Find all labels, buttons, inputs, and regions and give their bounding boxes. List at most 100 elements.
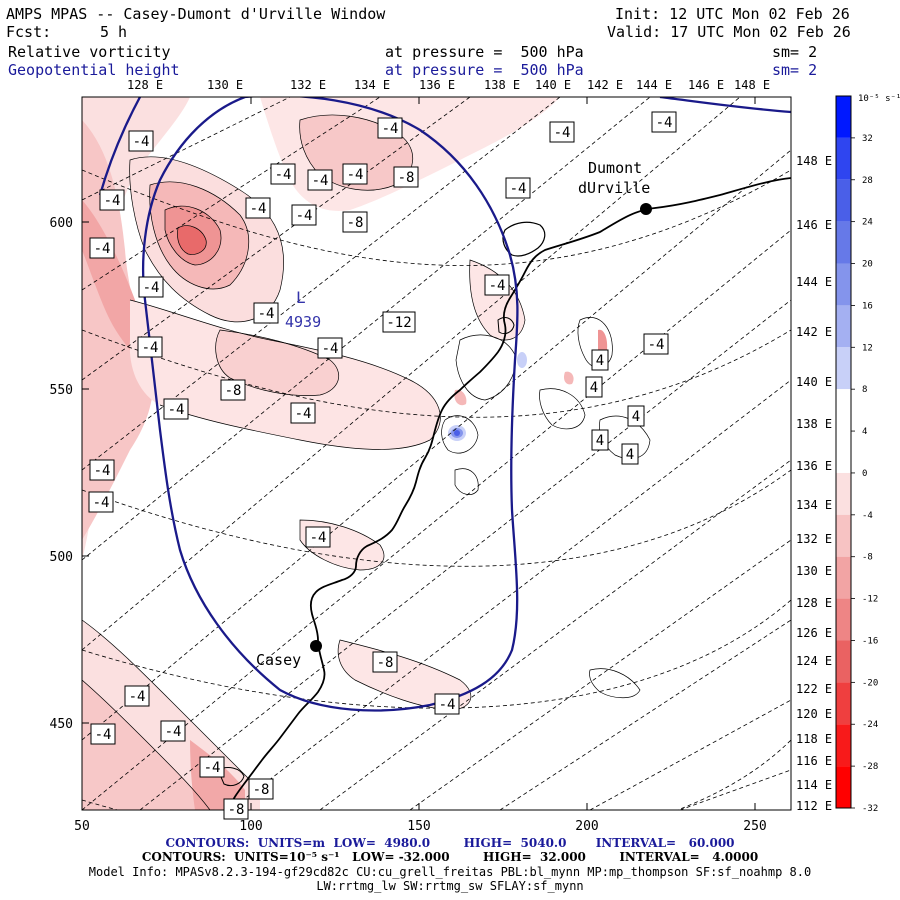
footer-model-info-2: LW:rrtmg_lw SW:rrtmg_sw SFLAY:sf_mynn	[316, 879, 584, 893]
right-lon-label: 112 E	[796, 799, 833, 813]
colorbar-label: 4	[862, 427, 867, 437]
x-tick-label: 100	[239, 819, 262, 834]
contour-label: -4	[307, 169, 333, 191]
contour-label: -12	[382, 311, 416, 333]
contour-label: -4	[88, 491, 114, 513]
geopotential-height-contours	[98, 97, 791, 712]
right-lon-label: 116 E	[796, 754, 833, 768]
contour-label: -4	[434, 693, 460, 715]
low-letter: L	[296, 288, 306, 307]
field2-smoothing: sm= 2	[772, 61, 818, 79]
contour-label: -4	[291, 204, 317, 226]
svg-text:-8: -8	[228, 802, 245, 818]
svg-text:-8: -8	[398, 170, 415, 186]
right-lon-label: 144 E	[796, 275, 833, 289]
forecast-label: Fcst:	[6, 23, 52, 41]
contour-label: -4	[484, 274, 510, 296]
svg-text:4: 4	[632, 409, 640, 425]
top-lon-label: 128 E	[127, 78, 164, 92]
colorbar-label: -12	[862, 595, 878, 605]
colorbar-label: -32	[862, 804, 878, 814]
contour-label: -4	[317, 337, 343, 359]
contour-label: -8	[393, 166, 419, 188]
svg-text:-4: -4	[295, 406, 312, 422]
lat-lon-grid	[82, 97, 791, 810]
svg-text:4: 4	[590, 380, 598, 396]
contour-label: -4	[138, 276, 164, 298]
colorbar-label: 28	[862, 176, 873, 186]
top-lon-label: 138 E	[484, 78, 521, 92]
y-tick-label: 550	[50, 383, 73, 398]
colorbar-swatch	[836, 640, 851, 683]
colorbar-label: 20	[862, 260, 873, 270]
station-name-line2: dUrville	[578, 179, 650, 197]
field2-level: at pressure = 500 hPa	[385, 61, 584, 79]
coastline	[217, 177, 791, 810]
colorbar-label: 16	[862, 301, 873, 311]
contour-label: -4	[89, 237, 115, 259]
svg-text:-8: -8	[377, 655, 394, 671]
contour-label: -8	[220, 379, 246, 401]
svg-text:-4: -4	[489, 278, 506, 294]
colorbar-swatch	[836, 389, 851, 432]
contour-label: -4	[270, 163, 296, 185]
contour-label: -4	[137, 336, 163, 358]
right-lon-label: 118 E	[796, 732, 833, 746]
y-tick-label: 450	[50, 717, 73, 732]
top-lon-label: 140 E	[535, 78, 572, 92]
svg-text:-4: -4	[275, 167, 292, 183]
station-dumont-durville: Dumont dUrville	[578, 159, 652, 215]
field1-name: Relative vorticity	[8, 43, 171, 61]
low-pressure-center: L 4939	[285, 288, 321, 331]
svg-text:4: 4	[596, 353, 604, 369]
axis-ticks	[81, 97, 756, 810]
positive-vorticity-spot	[448, 352, 527, 441]
contour-label: -4	[90, 723, 116, 745]
svg-text:-4: -4	[347, 167, 364, 183]
contour-label: -4	[128, 130, 154, 152]
svg-text:-4: -4	[312, 173, 329, 189]
colorbar-label: -20	[862, 678, 878, 688]
contour-label: -4	[199, 756, 225, 778]
svg-text:-4: -4	[104, 193, 121, 209]
colorbar-label: 32	[862, 134, 873, 144]
right-lon-label: 124 E	[796, 654, 833, 668]
contour-label: -4	[549, 121, 575, 143]
svg-text:-4: -4	[165, 724, 182, 740]
station-casey: Casey	[256, 640, 322, 669]
station-marker	[310, 640, 322, 652]
colorbar-swatch	[836, 137, 851, 180]
colorbar-label: -8	[862, 553, 873, 563]
colorbar-label: -24	[862, 720, 878, 730]
colorbar-swatch	[836, 682, 851, 725]
svg-text:-4: -4	[94, 463, 111, 479]
svg-text:-4: -4	[250, 201, 267, 217]
svg-text:-4: -4	[656, 115, 673, 131]
colorbar-label: -16	[862, 636, 878, 646]
station-name: Casey	[256, 651, 301, 669]
right-lon-label: 128 E	[796, 596, 833, 610]
svg-text:-8: -8	[225, 383, 242, 399]
colorbar-swatch	[836, 179, 851, 222]
contour-label: -4	[160, 720, 186, 742]
contour-label: -4	[290, 402, 316, 424]
contour-label: -4	[99, 189, 125, 211]
contour-label: -4	[643, 333, 669, 355]
right-lon-label: 140 E	[796, 375, 833, 389]
svg-text:-4: -4	[296, 208, 313, 224]
top-lon-label: 136 E	[419, 78, 456, 92]
right-lon-label: 120 E	[796, 707, 833, 721]
svg-text:-4: -4	[554, 125, 571, 141]
contour-label: 4	[591, 349, 609, 371]
svg-text:-4: -4	[129, 689, 146, 705]
right-lon-label: 138 E	[796, 417, 833, 431]
field2-name: Geopotential height	[8, 61, 180, 79]
colorbar: 10⁻⁵ s⁻¹ 32 28 24 20 16 12 8 4 0 -4 -8 -12 -16 -20 -24 -…	[835, 94, 900, 814]
top-lon-label: 144 E	[636, 78, 673, 92]
colorbar-label: -28	[862, 762, 878, 772]
svg-text:-8: -8	[253, 782, 270, 798]
right-lon-label: 148 E	[796, 154, 833, 168]
field1-smoothing: sm= 2	[772, 43, 818, 61]
low-value: 4939	[285, 313, 321, 331]
